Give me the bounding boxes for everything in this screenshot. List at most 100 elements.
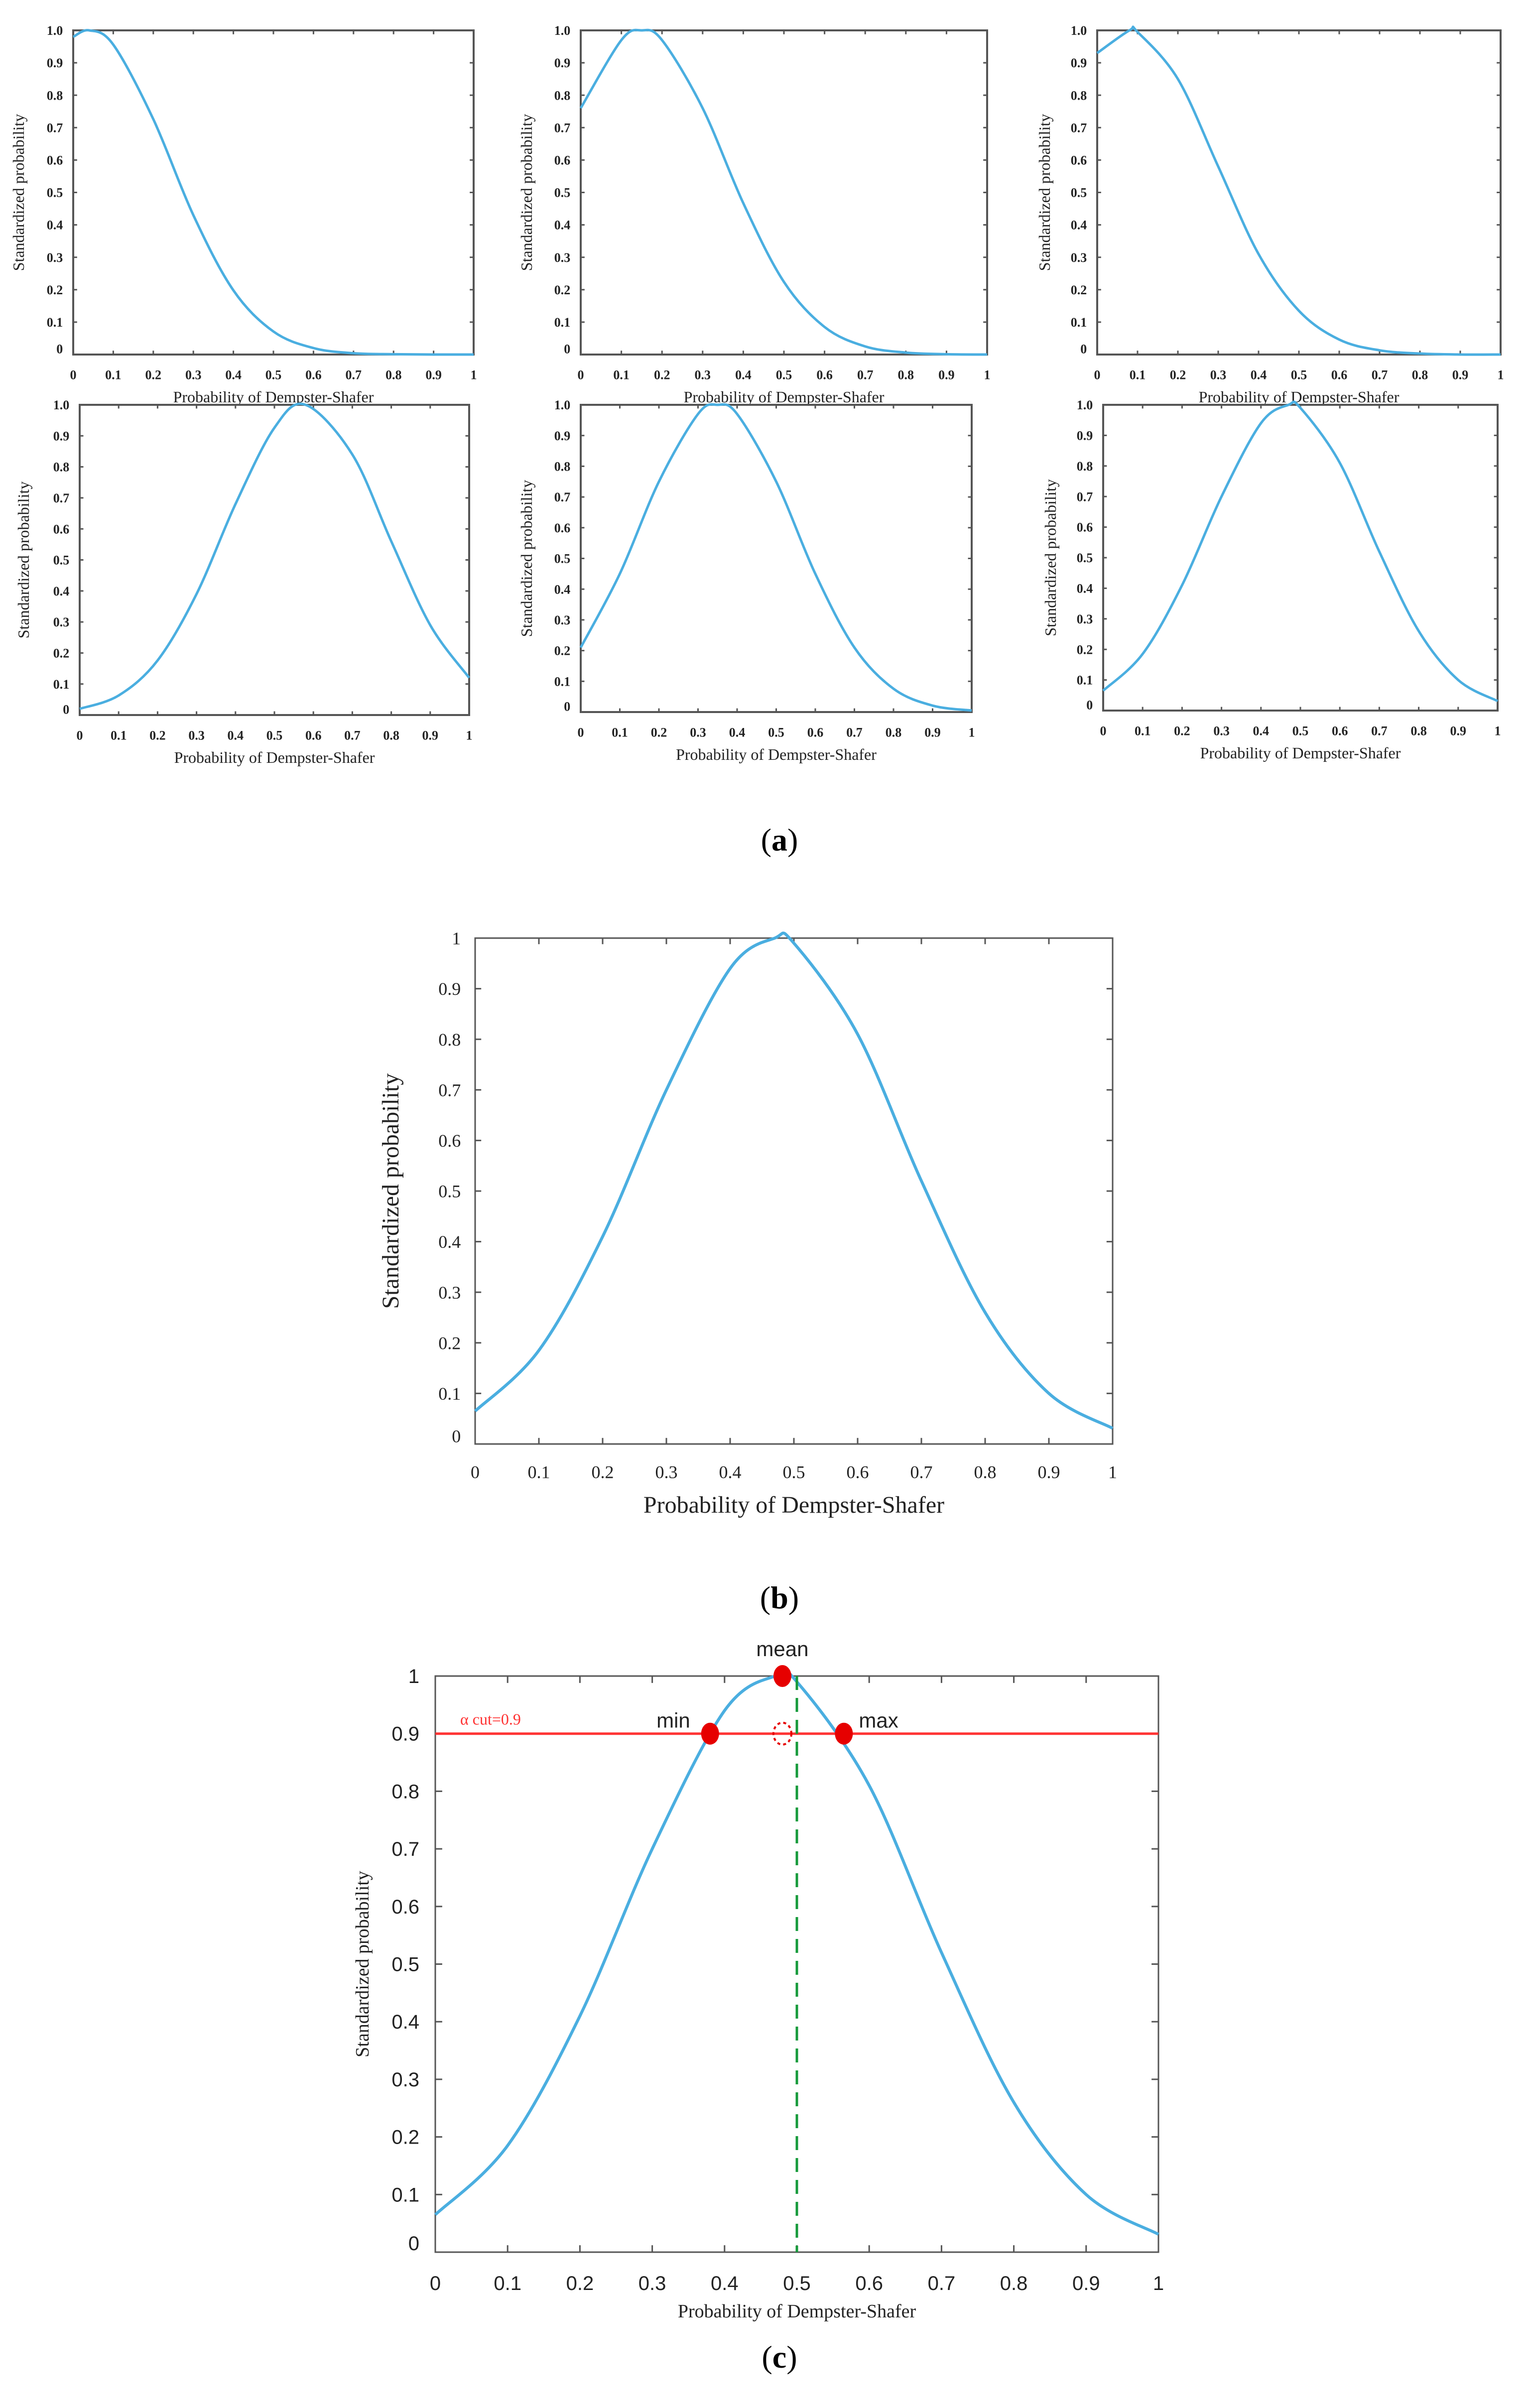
y-tick-label: 0.1 xyxy=(53,677,70,692)
x-tick-label: 0.5 xyxy=(265,367,282,382)
x-tick-label: 1 xyxy=(466,728,473,742)
y-tick-label: 0.7 xyxy=(1077,489,1093,504)
y-tick-label: 0.6 xyxy=(47,153,63,168)
x-tick-label: 0.3 xyxy=(1210,367,1227,382)
x-tick-label: 0.2 xyxy=(651,725,667,739)
y-tick-label: 0.3 xyxy=(391,2069,419,2091)
x-tick-label: 0.5 xyxy=(266,728,283,742)
y-tick-label: 0.9 xyxy=(47,56,63,70)
x-tick-label: 0.4 xyxy=(735,367,752,382)
x-axis-label: Probability of Dempster-Shafer xyxy=(676,745,877,763)
y-tick-label: 0 xyxy=(564,342,570,356)
y-tick-label: 0.9 xyxy=(391,1723,419,1745)
y-tick-label: 0.4 xyxy=(1071,218,1087,233)
x-tick-label: 0.2 xyxy=(1170,367,1186,382)
y-tick-label: 0.1 xyxy=(1077,673,1093,688)
x-tick-label: 0.1 xyxy=(612,725,628,739)
marker-max xyxy=(835,1722,853,1745)
marker-label-min: min xyxy=(656,1709,690,1732)
y-tick-label: 0.4 xyxy=(53,584,70,599)
x-tick-label: 0 xyxy=(1094,367,1101,382)
x-tick-label: 1 xyxy=(984,367,991,382)
x-tick-label: 0.9 xyxy=(938,367,955,382)
y-tick-label: 0.1 xyxy=(438,1384,461,1404)
x-tick-label: 1 xyxy=(1153,2273,1164,2294)
marker-min xyxy=(701,1722,719,1745)
y-tick-label: 0.7 xyxy=(47,120,63,135)
x-tick-label: 1 xyxy=(1498,367,1504,382)
x-tick-label: 0.8 xyxy=(383,728,399,742)
y-tick-label: 0.6 xyxy=(391,1896,419,1918)
x-tick-label: 0.8 xyxy=(1412,367,1428,382)
alpha-cut-label: α cut=0.9 xyxy=(460,1710,521,1728)
marker-hollow xyxy=(772,1721,792,1746)
y-tick-label: 0.4 xyxy=(554,582,571,597)
x-tick-label: 0.1 xyxy=(105,367,122,382)
y-tick-label: 0 xyxy=(452,1426,461,1446)
x-tick-label: 0.6 xyxy=(1331,367,1348,382)
panel-label-c: (c) xyxy=(762,2339,797,2375)
x-tick-label: 0.4 xyxy=(1253,723,1270,738)
x-tick-label: 0.5 xyxy=(783,1462,805,1482)
y-tick-label: 0.8 xyxy=(47,88,63,103)
y-tick-label: 0.3 xyxy=(438,1283,461,1303)
y-tick-label: 0.2 xyxy=(438,1333,461,1353)
x-tick-label: 0.7 xyxy=(910,1462,933,1482)
x-tick-label: 1 xyxy=(471,367,477,382)
x-tick-label: 0.9 xyxy=(1038,1462,1060,1482)
x-tick-label: 1 xyxy=(1108,1462,1117,1482)
x-tick-label: 0 xyxy=(77,728,83,742)
plot-frame xyxy=(1102,404,1499,712)
x-tick-label: 0.2 xyxy=(149,728,166,742)
y-tick-label: 0.8 xyxy=(53,460,70,475)
x-tick-label: 0.8 xyxy=(385,367,402,382)
x-tick-label: 0.4 xyxy=(719,1462,742,1482)
y-tick-label: 0.2 xyxy=(554,283,571,297)
chart-a2: 0 0.1 0.2 0.3 0.4 0.5 0.6 0.7 0.8 0.9 1 0 0.1 0.2 0.3 0… xyxy=(517,23,991,406)
y-tick-label: 0.6 xyxy=(438,1131,461,1151)
y-tick-label: 0.5 xyxy=(1077,551,1093,565)
x-tick-label: 0.8 xyxy=(974,1462,997,1482)
y-tick-label: 1.0 xyxy=(53,398,70,412)
y-tick-label: 0 xyxy=(564,699,570,714)
x-axis-label: Probability of Dempster-Shafer xyxy=(174,748,375,766)
y-tick-label: 0 xyxy=(408,2233,419,2255)
x-tick-label: 0.9 xyxy=(1450,723,1467,738)
y-tick-label: 0.2 xyxy=(53,646,70,661)
y-tick-label: 0.6 xyxy=(1071,153,1087,168)
chart-c: 0 0.1 0.2 0.3 0.4 0.5 0.6 0.7 0.8 0.9 1 0 0.1 0.2 0.3 0… xyxy=(352,1637,1164,2322)
x-tick-label: 1 xyxy=(969,725,975,739)
plot-frame xyxy=(580,404,973,713)
plot-frame xyxy=(1096,29,1502,356)
x-tick-label: 0.2 xyxy=(566,2273,594,2294)
y-tick-label: 0.7 xyxy=(554,120,571,135)
y-axis-label: Standardized probability xyxy=(1041,479,1059,636)
x-tick-label: 0.6 xyxy=(847,1462,869,1482)
y-tick-label: 0.1 xyxy=(554,674,571,689)
x-tick-label: 0.7 xyxy=(1372,367,1388,382)
x-tick-label: 0.7 xyxy=(846,725,863,739)
x-tick-label: 0.1 xyxy=(528,1462,550,1482)
x-tick-label: 0.6 xyxy=(305,728,322,742)
y-tick-label: 0.9 xyxy=(554,429,571,443)
y-tick-label: 0 xyxy=(1080,342,1087,356)
y-tick-label: 0.4 xyxy=(391,2011,419,2033)
y-tick-label: 0.1 xyxy=(1071,315,1087,330)
x-tick-label: 0.7 xyxy=(346,367,362,382)
y-tick-label: 0.8 xyxy=(554,88,571,103)
series-line xyxy=(1102,400,1499,703)
y-tick-label: 0.5 xyxy=(391,1954,419,1976)
marker-label-max: max xyxy=(859,1709,898,1732)
x-tick-label: 0.9 xyxy=(425,367,442,382)
y-tick-label: 0.3 xyxy=(554,250,571,265)
panel-label-a: (a) xyxy=(761,822,798,857)
y-tick-label: 0 xyxy=(56,342,63,356)
y-tick-label: 0.2 xyxy=(47,283,63,297)
series-line xyxy=(474,931,1114,1430)
x-tick-label: 0 xyxy=(578,367,584,382)
panel-label-b: (b) xyxy=(760,1580,799,1615)
x-tick-label: 0.6 xyxy=(816,367,833,382)
y-tick-label: 0.3 xyxy=(1077,612,1093,626)
x-tick-label: 0 xyxy=(578,725,584,739)
